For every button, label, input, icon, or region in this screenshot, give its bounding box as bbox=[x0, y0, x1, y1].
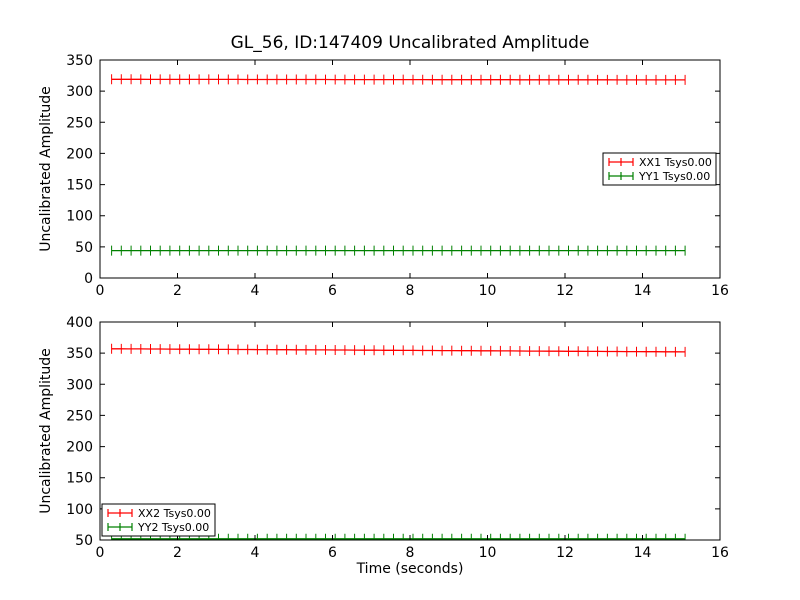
ytick-label: 400 bbox=[66, 315, 93, 331]
xtick-label: 4 bbox=[251, 283, 260, 299]
series-YY1 bbox=[111, 245, 686, 256]
xtick-label: 10 bbox=[479, 545, 497, 561]
legend-marker bbox=[608, 158, 634, 166]
series-XX1 bbox=[111, 74, 686, 85]
xtick-label: 2 bbox=[173, 545, 182, 561]
ytick-label: 0 bbox=[84, 271, 93, 287]
ytick-label: 250 bbox=[66, 408, 93, 424]
ytick-label: 100 bbox=[66, 209, 93, 225]
xtick-label: 6 bbox=[328, 283, 337, 299]
ytick-label: 50 bbox=[75, 240, 93, 256]
subplot2-xlabel: Time (seconds) bbox=[356, 561, 464, 577]
tick-marks bbox=[99, 59, 721, 279]
ytick-label: 350 bbox=[66, 346, 93, 362]
xtick-label: 8 bbox=[406, 283, 415, 299]
xtick-label: 10 bbox=[479, 283, 497, 299]
xtick-label: 14 bbox=[634, 545, 652, 561]
subplot-1: 0 2 4 6 8 10 12 14 16 0 50 100 150 200 250 300 350 XX1 Ts… bbox=[66, 53, 729, 299]
xtick-label: 14 bbox=[634, 283, 652, 299]
ytick-label: 150 bbox=[66, 471, 93, 487]
tick-marks bbox=[99, 321, 721, 541]
subplot2-ylabel: Uncalibrated Amplitude bbox=[38, 348, 54, 514]
ytick-label: 150 bbox=[66, 178, 93, 194]
ytick-label: 300 bbox=[66, 84, 93, 100]
subplot1-ylabel: Uncalibrated Amplitude bbox=[38, 86, 54, 252]
legend-marker bbox=[608, 172, 634, 180]
xtick-label: 12 bbox=[556, 283, 574, 299]
ytick-label: 200 bbox=[66, 440, 93, 456]
xtick-label: 4 bbox=[251, 545, 260, 561]
xtick-label: 12 bbox=[556, 545, 574, 561]
xtick-label: 16 bbox=[711, 283, 729, 299]
legend-label: YY2 Tsys0.00 bbox=[137, 521, 209, 534]
ytick-label: 250 bbox=[66, 115, 93, 131]
legend-label: YY1 Tsys0.00 bbox=[638, 170, 710, 183]
subplot-2: 0 2 4 6 8 10 12 14 16 50 100 150 200 250 300 350 400 XX2 … bbox=[66, 315, 729, 561]
ytick-label: 300 bbox=[66, 377, 93, 393]
ytick-label: 50 bbox=[75, 533, 93, 549]
xtick-label: 0 bbox=[96, 545, 105, 561]
figure-title: GL_56, ID:147409 Uncalibrated Amplitude bbox=[230, 33, 590, 53]
tick-labels: 0 2 4 6 8 10 12 14 16 50 100 150 200 250 300 350 400 bbox=[66, 315, 729, 561]
legend-marker bbox=[107, 523, 133, 531]
legend-label: XX1 Tsys0.00 bbox=[639, 156, 712, 169]
legend-box bbox=[602, 152, 717, 186]
ytick-label: 350 bbox=[66, 53, 93, 69]
xtick-label: 8 bbox=[406, 545, 415, 561]
legend-marker bbox=[107, 509, 133, 517]
series-XX2 bbox=[111, 343, 686, 357]
ytick-label: 200 bbox=[66, 146, 93, 162]
tick-labels: 0 2 4 6 8 10 12 14 16 0 50 100 150 200 250 300 350 bbox=[66, 53, 729, 299]
xtick-label: 0 bbox=[96, 283, 105, 299]
xtick-label: 2 bbox=[173, 283, 182, 299]
data-line bbox=[111, 78, 686, 81]
xtick-label: 6 bbox=[328, 545, 337, 561]
ytick-label: 100 bbox=[66, 502, 93, 518]
data-line bbox=[111, 348, 686, 353]
xtick-label: 16 bbox=[711, 545, 729, 561]
legend-label: XX2 Tsys0.00 bbox=[138, 507, 211, 520]
series-YY2 bbox=[111, 533, 686, 540]
legend-box bbox=[101, 503, 216, 537]
